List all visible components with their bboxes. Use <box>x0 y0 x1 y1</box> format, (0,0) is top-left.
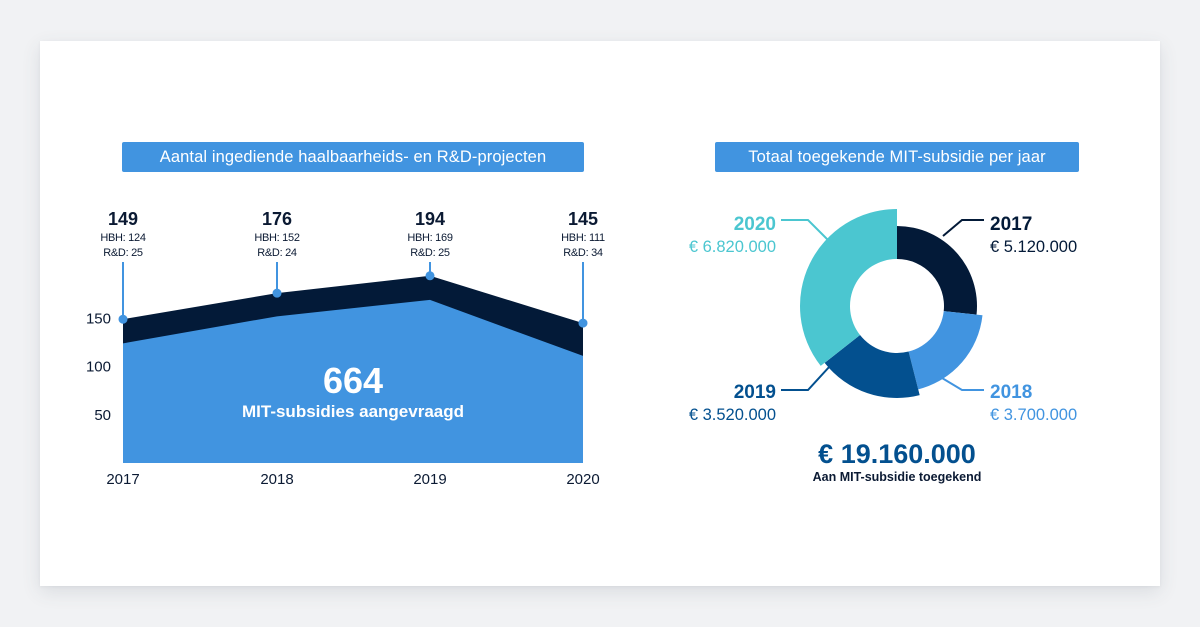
point-rd-label: R&D: 24 <box>257 247 297 259</box>
donut-leader-line <box>942 219 984 237</box>
point-total-label: 149 <box>108 209 138 229</box>
donut-value-label: € 3.700.000 <box>990 406 1077 424</box>
total-granted-label: Aan MIT-subsidie toegekend <box>813 470 982 484</box>
y-tick-label: 150 <box>86 310 111 327</box>
point-rd-label: R&D: 34 <box>563 247 603 259</box>
donut-year-label: 2019 <box>734 382 776 403</box>
donut-chart-title: Totaal toegekende MIT-subsidie per jaar <box>715 142 1079 172</box>
donut-leader-line <box>781 365 831 391</box>
point-hbh-label: HBH: 169 <box>407 232 452 244</box>
donut-leader-line <box>941 377 984 391</box>
total-submitted-label: MIT-subsidies aangevraagd <box>242 402 464 421</box>
donut-year-label: 2017 <box>990 214 1032 235</box>
y-tick-label: 100 <box>86 359 111 376</box>
point-hbh-label: HBH: 124 <box>100 232 145 244</box>
total-submitted-value: 664 <box>323 360 383 401</box>
data-point-marker <box>425 271 435 281</box>
point-total-label: 145 <box>568 209 598 229</box>
donut-value-label: € 6.820.000 <box>689 238 776 256</box>
point-rd-label: R&D: 25 <box>410 247 450 259</box>
data-point-marker <box>272 288 282 298</box>
x-tick-label: 2017 <box>106 471 139 488</box>
point-total-label: 176 <box>262 209 292 229</box>
point-rd-label: R&D: 25 <box>103 247 143 259</box>
donut-slice-2020 <box>800 209 897 366</box>
point-hbh-label: HBH: 152 <box>254 232 299 244</box>
area-series-hbh <box>123 299 583 463</box>
y-tick-label: 50 <box>94 407 111 424</box>
area-chart-title: Aantal ingediende haalbaarheids- en R&D-… <box>122 142 584 172</box>
point-total-label: 194 <box>415 209 445 229</box>
x-tick-label: 2020 <box>566 471 599 488</box>
data-point-marker <box>578 318 588 328</box>
donut-slice-2019 <box>824 335 920 398</box>
x-tick-label: 2019 <box>413 471 446 488</box>
point-hbh-label: HBH: 111 <box>561 232 605 244</box>
total-granted-value: € 19.160.000 <box>818 439 976 469</box>
donut-slice-2018 <box>908 311 983 390</box>
data-point-marker <box>118 314 128 324</box>
donut-year-label: 2020 <box>734 214 776 235</box>
x-tick-label: 2018 <box>260 471 293 488</box>
donut-leader-line <box>781 219 831 243</box>
donut-year-label: 2018 <box>990 382 1032 403</box>
donut-value-label: € 3.520.000 <box>689 406 776 424</box>
donut-slice-2017 <box>897 226 977 315</box>
donut-value-label: € 5.120.000 <box>990 238 1077 256</box>
